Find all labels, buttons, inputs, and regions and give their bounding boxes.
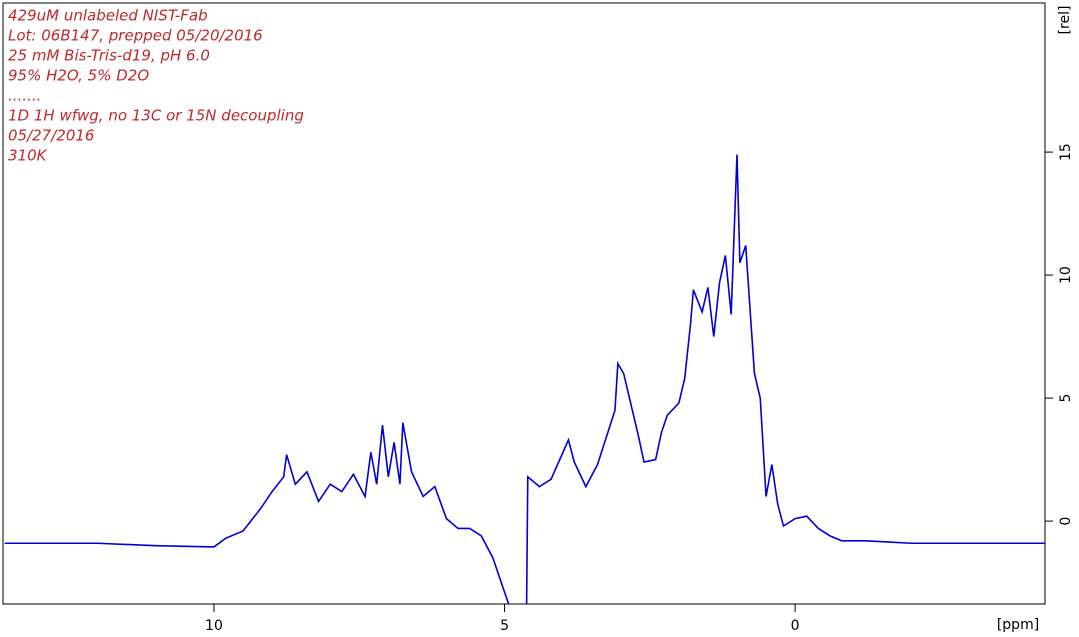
- annotation: 95% H2O, 5% D2O: [8, 67, 149, 85]
- x-tick-label: 0: [791, 618, 800, 634]
- annotation: 25 mM Bis-Tris-d19, pH 6.0: [8, 47, 210, 65]
- x-axis-label: [ppm]: [997, 617, 1039, 633]
- y-tick-label: 15: [1058, 143, 1074, 161]
- x-tick-label: 5: [500, 618, 509, 634]
- spectrum-line: [4, 154, 1045, 604]
- y-tick-label: 5: [1058, 394, 1074, 403]
- y-tick-label: 10: [1058, 266, 1074, 284]
- annotation: 429uM unlabeled NIST-Fab: [8, 7, 208, 25]
- y-tick-label: 0: [1058, 517, 1074, 526]
- annotation: 1D 1H wfwg, no 13C or 15N decoupling: [8, 107, 304, 125]
- annotation: .......: [8, 87, 41, 105]
- plot-frame: [2, 2, 1046, 605]
- annotation: 05/27/2016: [8, 127, 94, 145]
- y-axis-label: [rel]: [1057, 6, 1073, 35]
- x-tick-label: 10: [205, 618, 223, 634]
- annotation: 310K: [8, 147, 48, 165]
- annotation: Lot: 06B147, prepped 05/20/2016: [8, 27, 263, 45]
